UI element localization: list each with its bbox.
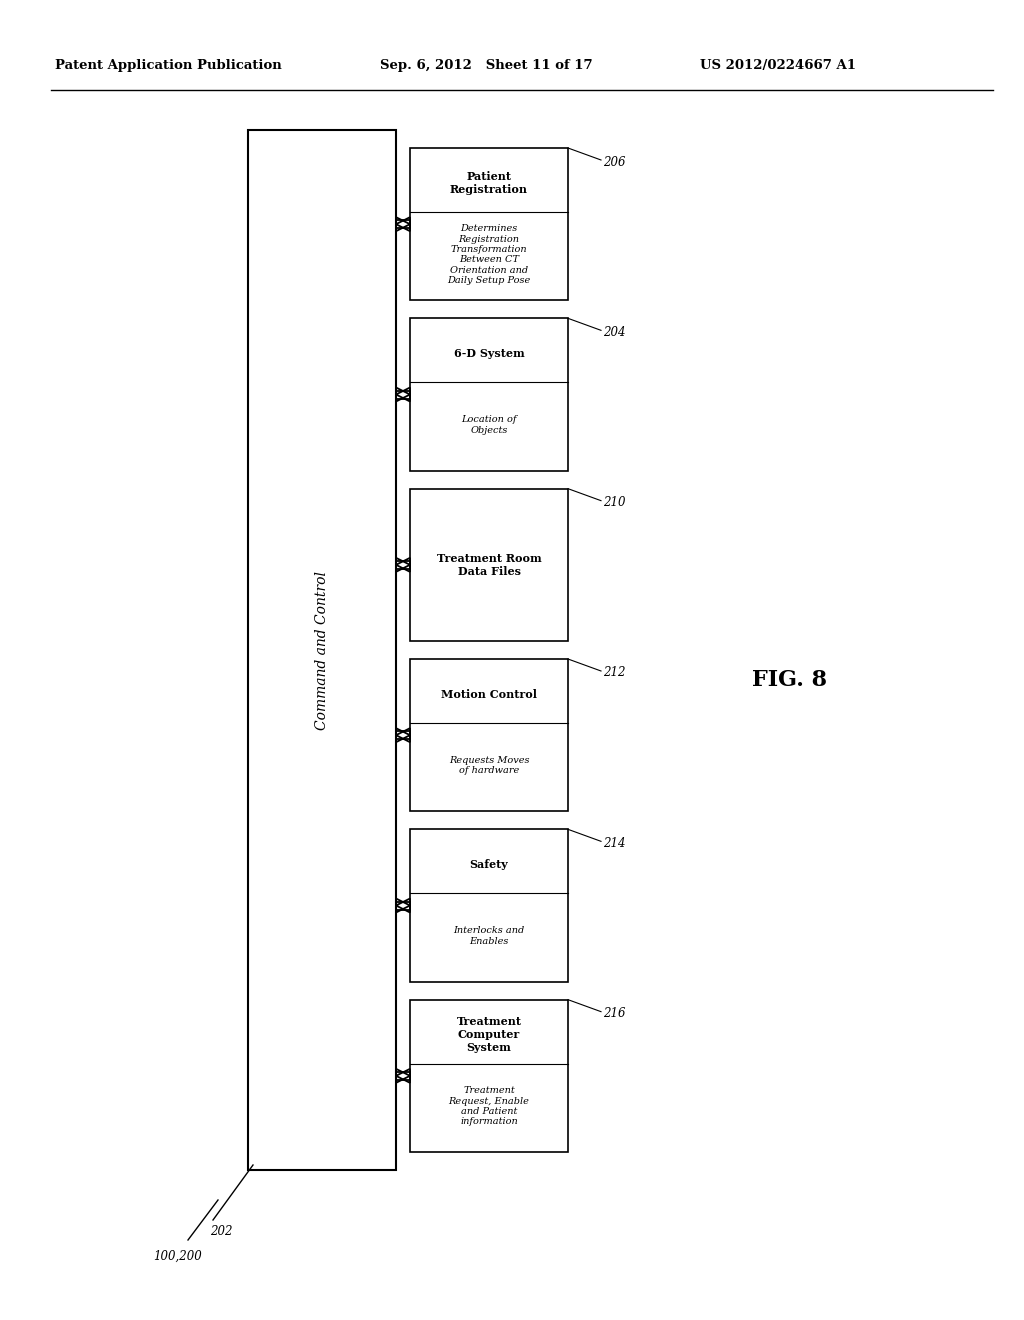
Text: 6-D System: 6-D System xyxy=(454,348,524,359)
Text: Treatment Room
Data Files: Treatment Room Data Files xyxy=(436,553,542,577)
Bar xyxy=(410,148,568,301)
Bar xyxy=(410,999,568,1152)
Bar xyxy=(396,902,410,909)
Text: FIG. 8: FIG. 8 xyxy=(753,669,827,690)
Text: Requests Moves
of hardware: Requests Moves of hardware xyxy=(449,756,529,775)
Text: US 2012/0224667 A1: US 2012/0224667 A1 xyxy=(700,59,856,73)
Bar xyxy=(410,488,568,642)
Text: 210: 210 xyxy=(603,496,626,510)
Text: Sep. 6, 2012   Sheet 11 of 17: Sep. 6, 2012 Sheet 11 of 17 xyxy=(380,59,593,73)
Bar xyxy=(248,129,396,1170)
Text: Motion Control: Motion Control xyxy=(441,689,537,700)
Text: Command and Control: Command and Control xyxy=(315,570,329,730)
Bar xyxy=(396,391,410,399)
Text: Patent Application Publication: Patent Application Publication xyxy=(55,59,282,73)
Bar xyxy=(410,318,568,471)
Text: Location of
Objects: Location of Objects xyxy=(461,416,517,434)
Text: 206: 206 xyxy=(603,156,626,169)
Text: Treatment
Request, Enable
and Patient
information: Treatment Request, Enable and Patient in… xyxy=(449,1086,529,1126)
Bar xyxy=(410,659,568,812)
Text: 216: 216 xyxy=(603,1007,626,1020)
Text: 100,200: 100,200 xyxy=(153,1250,202,1263)
Text: 202: 202 xyxy=(210,1225,232,1238)
Text: 204: 204 xyxy=(603,326,626,339)
Text: Treatment
Computer
System: Treatment Computer System xyxy=(457,1016,521,1053)
Text: Determines
Registration
Transformation
Between CT
Orientation and
Daily Setup Po: Determines Registration Transformation B… xyxy=(447,224,530,285)
Bar xyxy=(410,829,568,982)
Text: Interlocks and
Enables: Interlocks and Enables xyxy=(454,927,524,945)
Text: Patient
Registration: Patient Registration xyxy=(450,172,528,195)
Text: Safety: Safety xyxy=(470,859,508,870)
Text: 214: 214 xyxy=(603,837,626,850)
Bar xyxy=(396,220,410,228)
Text: 212: 212 xyxy=(603,667,626,680)
Bar xyxy=(396,1072,410,1080)
Bar xyxy=(396,561,410,569)
Bar xyxy=(396,731,410,739)
